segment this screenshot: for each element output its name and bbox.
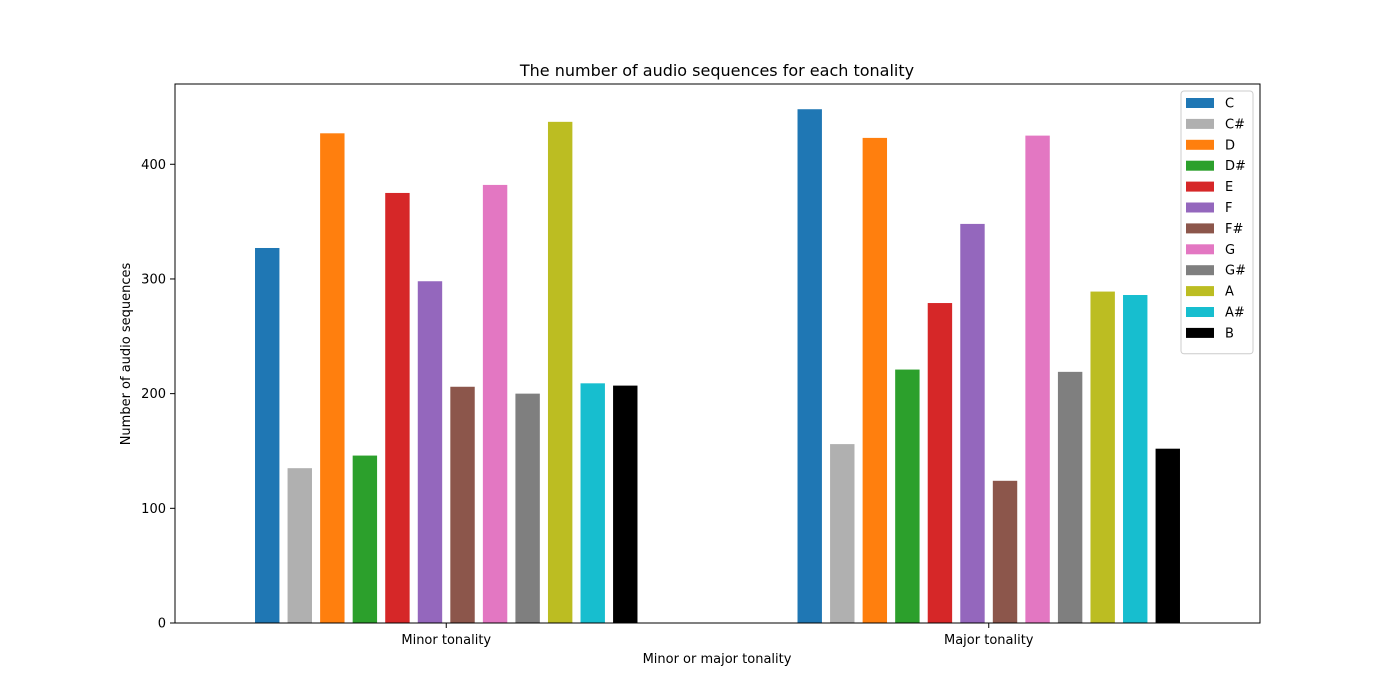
bar-f-sharp-major: [992, 480, 1018, 623]
legend: C C# D D# EF F# G G# A A# B: [1180, 90, 1254, 355]
legend-swatch: [1186, 327, 1214, 338]
bar-a-minor: [547, 121, 573, 623]
bar-f-major: [960, 223, 985, 623]
y-tick-label: 100: [141, 502, 166, 517]
bar-a-sharp-major: [1123, 295, 1148, 623]
bar-c-sharp-major: [830, 444, 855, 623]
bar-d-minor: [320, 133, 345, 623]
bar-c-minor: [255, 247, 280, 624]
legend-swatch: [1186, 139, 1214, 150]
y-tick-label: 400: [141, 158, 166, 173]
bar-f-minor: [417, 281, 443, 623]
bar-b-major: [1155, 448, 1180, 623]
legend-label: A#: [1225, 306, 1245, 321]
x-axis: Minor tonality Major tonality: [401, 623, 1034, 648]
x-tick-label: Minor tonality: [401, 633, 491, 648]
legend-label: A: [1225, 285, 1234, 300]
bar-e-minor: [385, 192, 410, 623]
bar-c-sharp-minor: [287, 468, 312, 623]
legend-label: E: [1225, 180, 1233, 195]
legend-swatch: [1186, 244, 1214, 255]
y-tick-label: 200: [141, 387, 166, 402]
bar-b-minor: [613, 385, 638, 623]
y-tick-label: 0: [158, 617, 166, 632]
legend-swatch: [1186, 223, 1214, 234]
plot-frame: [174, 83, 1261, 624]
legend-swatch: [1186, 160, 1214, 171]
legend-label: G#: [1225, 264, 1246, 279]
bar-g-sharp-minor: [515, 393, 540, 623]
bar-g-minor: [482, 184, 508, 624]
bar-d-sharp-major: [895, 369, 920, 623]
bar-c-major: [797, 109, 822, 624]
legend-label: D: [1225, 138, 1235, 153]
legend-label: B: [1225, 326, 1234, 341]
legend-swatch: [1186, 181, 1214, 192]
bar-d-sharp-minor: [352, 455, 378, 623]
legend-label: C#: [1225, 117, 1245, 132]
legend-swatch: [1186, 98, 1214, 108]
bar-f-sharp-minor: [450, 386, 475, 623]
chart-title: The number of audio sequences for each t…: [519, 61, 914, 80]
y-axis-label: Number of audio sequences: [119, 262, 134, 445]
bar-a-major: [1090, 291, 1115, 623]
bar-a-sharp-minor: [580, 383, 605, 623]
bars-layer: [255, 109, 1180, 624]
bar-e-major: [927, 303, 953, 623]
bar-d-major: [862, 137, 888, 623]
y-tick-label: 300: [141, 272, 166, 287]
bar-g-major: [1025, 135, 1050, 624]
legend-swatch: [1186, 202, 1214, 213]
x-tick-label: Major tonality: [944, 633, 1034, 648]
legend-swatch: [1186, 307, 1214, 317]
legend-label: D#: [1225, 159, 1246, 174]
legend-swatch: [1186, 286, 1214, 297]
legend-swatch: [1186, 118, 1214, 129]
legend-label: F#: [1225, 222, 1243, 237]
y-axis: 0 100 200 300 400: [141, 158, 175, 632]
legend-swatch: [1186, 265, 1214, 276]
bar-g-sharp-major: [1057, 371, 1083, 623]
legend-label: C: [1225, 97, 1234, 112]
x-axis-label: Minor or major tonality: [643, 652, 792, 667]
legend-label: G: [1225, 243, 1235, 258]
legend-label: F: [1225, 201, 1232, 216]
